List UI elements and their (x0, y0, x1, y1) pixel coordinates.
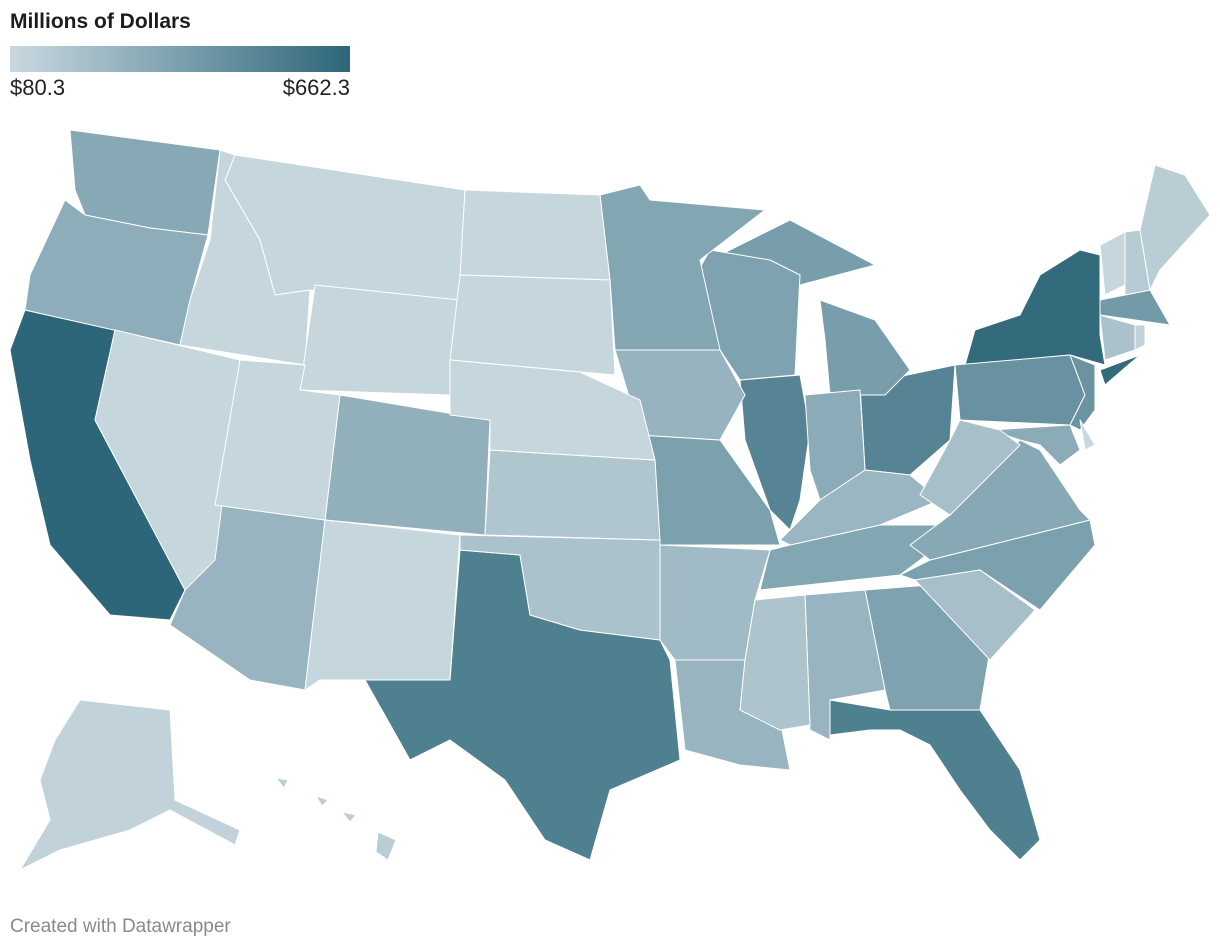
state-shape[interactable] (919, 419, 1021, 516)
state-ct[interactable] (1099, 314, 1136, 361)
state-shape[interactable] (1134, 324, 1146, 351)
state-shape[interactable] (304, 519, 461, 691)
legend-max-label: $662.3 (282, 75, 350, 100)
state-ms[interactable] (739, 594, 811, 731)
state-nd[interactable] (459, 189, 611, 281)
state-vt[interactable] (1099, 231, 1126, 296)
state-wv[interactable] (919, 419, 1021, 516)
state-shape[interactable] (375, 831, 397, 861)
state-ut[interactable] (214, 359, 341, 521)
state-shape[interactable] (804, 589, 886, 741)
state-hi[interactable] (275, 777, 397, 861)
state-ak[interactable] (19, 699, 241, 871)
state-shape[interactable] (1079, 419, 1096, 451)
state-nv[interactable] (94, 329, 241, 591)
state-shape[interactable] (819, 299, 911, 396)
state-nm[interactable] (304, 519, 461, 691)
state-ri[interactable] (1134, 324, 1146, 351)
state-shape[interactable] (954, 354, 1086, 426)
state-shape[interactable] (459, 534, 661, 641)
state-shape[interactable] (299, 284, 461, 396)
state-shape[interactable] (1099, 354, 1141, 386)
state-shape[interactable] (1099, 314, 1136, 361)
state-shape[interactable] (829, 699, 1041, 861)
state-shape[interactable] (989, 424, 1081, 466)
state-shape[interactable] (449, 274, 616, 376)
legend-min-label: $80.3 (10, 75, 66, 100)
state-shape[interactable] (341, 811, 357, 823)
state-shape[interactable] (484, 449, 661, 541)
state-shape[interactable] (1069, 354, 1096, 431)
state-de[interactable] (1079, 419, 1096, 451)
legend-color-scale (10, 46, 350, 72)
state-shape[interactable] (19, 699, 241, 871)
state-ks[interactable] (484, 449, 661, 541)
state-shape[interactable] (449, 359, 656, 461)
state-al[interactable] (804, 589, 886, 741)
state-pa[interactable] (954, 354, 1086, 426)
state-ne[interactable] (449, 359, 656, 461)
state-nj[interactable] (1069, 354, 1096, 431)
state-nc[interactable] (899, 519, 1096, 611)
state-fl[interactable] (829, 699, 1041, 861)
state-shape[interactable] (1099, 231, 1126, 296)
state-shape[interactable] (964, 249, 1106, 366)
legend-title: Millions of Dollars (10, 10, 191, 33)
state-sd[interactable] (449, 274, 616, 376)
state-shape[interactable] (739, 374, 811, 531)
state-shape[interactable] (914, 569, 1036, 661)
state-id[interactable] (179, 149, 311, 366)
state-shape[interactable] (214, 359, 341, 521)
state-me[interactable] (1139, 164, 1211, 291)
state-shape[interactable] (315, 795, 329, 807)
state-shape[interactable] (94, 329, 241, 591)
state-shape[interactable] (179, 149, 311, 366)
state-shape[interactable] (739, 594, 811, 731)
state-md[interactable] (989, 424, 1081, 466)
state-il[interactable] (739, 374, 811, 531)
state-shape[interactable] (899, 519, 1096, 611)
state-shape[interactable] (275, 777, 289, 789)
state-shape[interactable] (459, 189, 611, 281)
state-sc[interactable] (914, 569, 1036, 661)
state-shape[interactable] (1139, 164, 1211, 291)
state-ok[interactable] (459, 534, 661, 641)
footer-credit[interactable]: Created with Datawrapper (10, 916, 231, 937)
state-wy[interactable] (299, 284, 461, 396)
